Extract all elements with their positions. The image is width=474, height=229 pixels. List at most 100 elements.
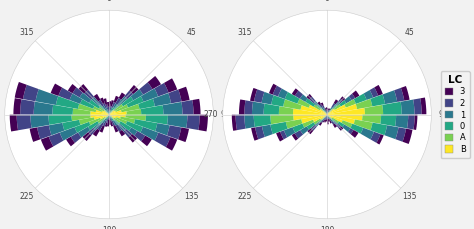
Bar [328,117,330,118]
Bar [113,105,118,110]
Bar [327,105,346,114]
Bar [41,137,53,151]
Bar [60,127,77,141]
Bar [141,105,164,114]
Bar [105,114,109,118]
Bar [329,109,333,112]
Bar [338,121,344,127]
Bar [293,114,327,120]
Bar [155,123,170,135]
Bar [321,103,324,106]
Bar [384,125,399,139]
Bar [325,108,327,111]
Bar [109,110,121,114]
Bar [49,123,64,135]
Bar [323,111,327,114]
Bar [109,112,110,113]
Bar [116,117,127,124]
Bar [252,102,264,114]
Bar [327,114,355,124]
Bar [109,110,115,114]
Bar [362,114,381,124]
Bar [327,114,343,123]
Bar [319,122,322,126]
Bar [98,117,105,123]
Bar [110,106,112,110]
Bar [270,122,288,134]
Bar [79,84,88,94]
Bar [276,132,284,142]
Bar [329,117,332,120]
Bar [82,132,91,141]
Bar [339,100,346,106]
Bar [109,111,111,114]
Bar [370,87,378,98]
Bar [232,115,237,131]
Bar [166,137,177,151]
Bar [109,107,110,112]
Bar [327,108,328,111]
Bar [147,76,161,89]
Bar [116,104,128,112]
Bar [371,123,387,135]
Bar [192,99,201,114]
Bar [104,109,108,113]
Bar [413,115,418,130]
Bar [327,104,357,114]
Bar [107,109,109,112]
Bar [99,104,105,110]
Bar [96,110,109,114]
Bar [321,120,324,123]
Bar [121,104,139,112]
Bar [301,105,327,114]
Bar [114,120,119,125]
Bar [356,99,372,109]
Bar [285,92,300,104]
Bar [104,111,109,114]
Bar [100,125,105,133]
Bar [327,114,332,118]
Bar [113,125,118,132]
Bar [328,119,329,122]
Bar [382,102,401,114]
Bar [327,113,328,114]
Bar [89,100,100,109]
Bar [402,129,412,144]
Bar [324,118,326,120]
Bar [126,114,146,121]
Bar [407,115,415,129]
Bar [331,103,336,108]
Bar [300,94,308,102]
Bar [110,120,113,126]
Bar [115,98,121,105]
Bar [326,119,327,121]
Bar [100,98,105,104]
Bar [80,93,91,103]
Bar [127,109,141,114]
Bar [109,117,111,120]
Bar [321,117,325,120]
Bar [325,117,327,120]
Bar [108,117,109,120]
Bar [127,96,144,107]
Bar [131,89,143,100]
Bar [113,104,117,108]
Bar [91,114,109,118]
Bar [109,114,120,118]
Bar [324,110,326,112]
Bar [104,117,107,120]
Bar [352,90,359,98]
Bar [305,98,315,107]
Bar [295,130,303,139]
Bar [109,117,110,120]
Bar [88,128,96,135]
Bar [292,123,304,133]
Bar [364,90,373,100]
Bar [109,115,110,116]
Bar [48,114,72,125]
Bar [374,85,383,96]
Bar [186,115,200,130]
Bar [326,107,327,109]
Bar [167,125,182,139]
Bar [244,115,255,129]
